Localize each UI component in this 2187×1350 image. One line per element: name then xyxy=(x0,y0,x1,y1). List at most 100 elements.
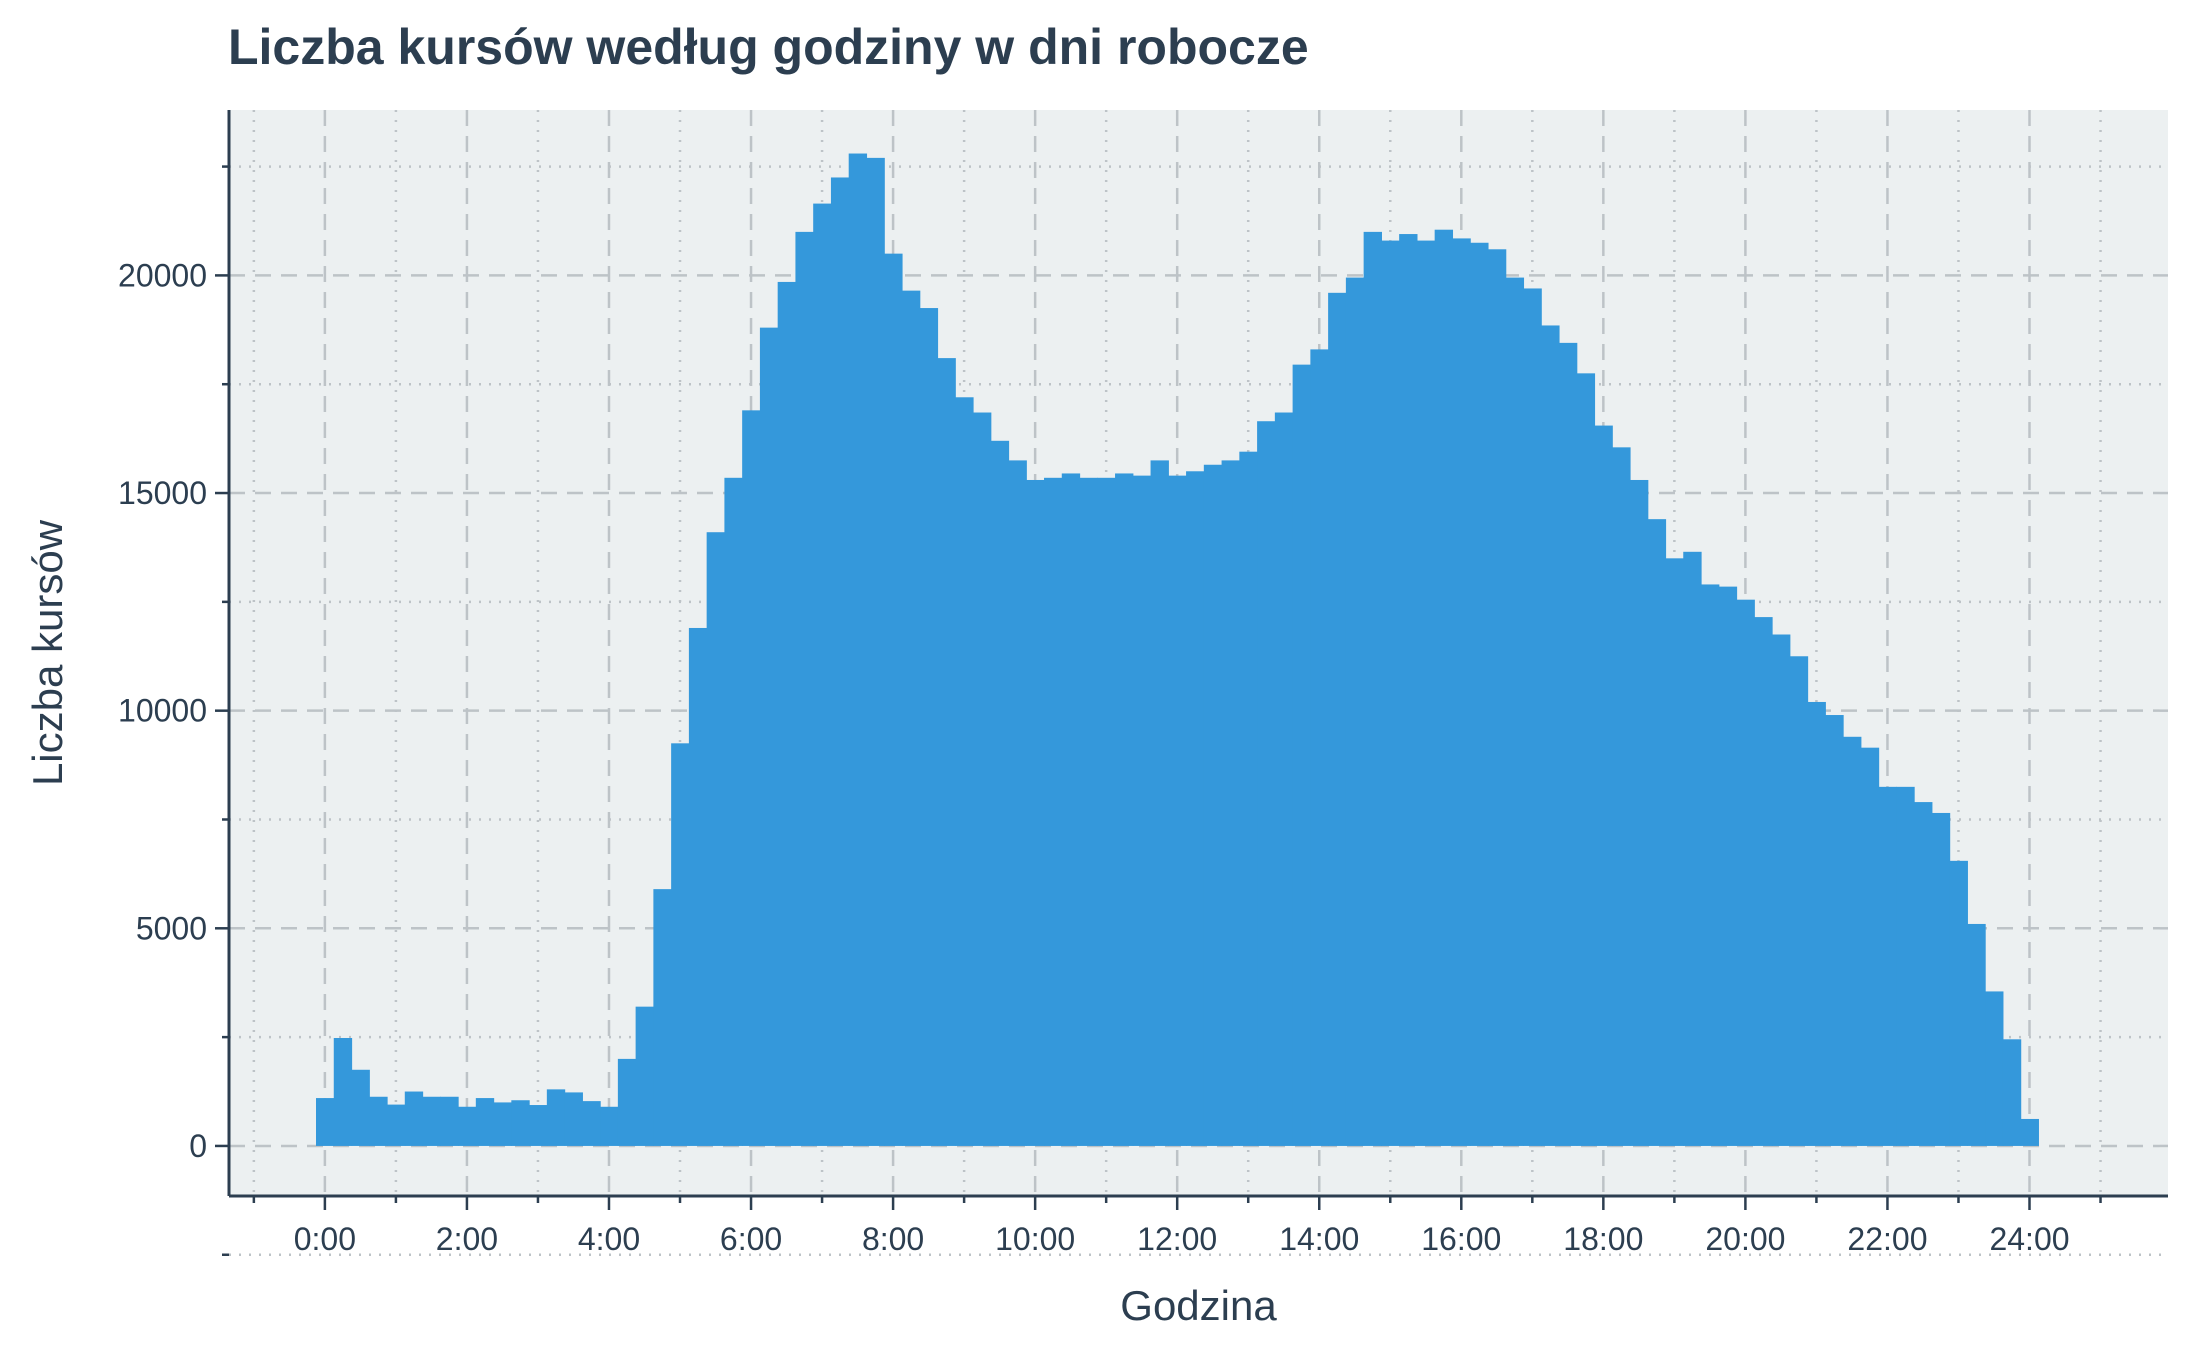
histogram-bar xyxy=(1328,292,1347,1146)
histogram-bar xyxy=(404,1091,424,1146)
histogram-bar xyxy=(1026,479,1045,1146)
histogram-bar xyxy=(316,1098,335,1146)
x-tick-label: 10:00 xyxy=(995,1221,1075,1257)
histogram-bar xyxy=(1505,277,1525,1146)
histogram-bar xyxy=(1736,599,1755,1146)
histogram-bar xyxy=(1132,475,1152,1146)
histogram-bar xyxy=(777,281,797,1146)
histogram-bar xyxy=(1150,460,1169,1146)
histogram-bar xyxy=(1878,786,1897,1146)
histogram-bar xyxy=(706,532,726,1146)
histogram-bar xyxy=(742,410,761,1146)
x-tick-label: 6:00 xyxy=(720,1221,782,1257)
histogram-bar xyxy=(1523,288,1542,1146)
x-tick-label: 14:00 xyxy=(1279,1221,1359,1257)
x-tick-label: 2:00 xyxy=(436,1221,498,1257)
x-tick-label: 20:00 xyxy=(1705,1221,1785,1257)
histogram-bar xyxy=(1292,364,1311,1146)
histogram-bar xyxy=(1647,519,1667,1146)
histogram-bar xyxy=(1363,231,1382,1146)
histogram-bar xyxy=(1985,991,2004,1146)
histogram-bar xyxy=(1399,234,1418,1146)
histogram-bar xyxy=(1683,551,1702,1146)
histogram-bar xyxy=(1381,240,1400,1146)
histogram-bar xyxy=(493,1102,512,1146)
histogram-bar xyxy=(564,1092,583,1146)
histogram-bar xyxy=(1931,812,1951,1146)
histogram-bar xyxy=(1239,451,1258,1146)
histogram-bar xyxy=(1115,473,1134,1146)
x-tick-label: 8:00 xyxy=(862,1221,924,1257)
histogram-bar xyxy=(884,253,903,1146)
histogram-bar xyxy=(351,1069,370,1146)
histogram-bar xyxy=(635,1006,654,1146)
histogram-bar xyxy=(1541,325,1560,1146)
histogram-bar xyxy=(1665,558,1684,1146)
histogram-bar xyxy=(1967,923,1986,1146)
histogram-bar xyxy=(422,1096,441,1146)
histogram-bar xyxy=(919,308,939,1146)
histogram-bar xyxy=(813,203,832,1146)
x-tick-label: 22:00 xyxy=(1847,1221,1927,1257)
histogram-bar xyxy=(546,1089,566,1146)
histogram-bar xyxy=(369,1096,388,1146)
histogram-bar xyxy=(1825,715,1844,1146)
histogram-bar xyxy=(1807,701,1826,1146)
histogram-bar xyxy=(955,397,974,1146)
histogram-bar xyxy=(1203,464,1223,1146)
histogram-bar xyxy=(1612,447,1631,1146)
histogram-bar xyxy=(617,1058,637,1146)
histogram-bar xyxy=(1629,479,1649,1146)
histogram-bar xyxy=(671,743,690,1146)
histogram-bar xyxy=(1896,786,1915,1146)
histogram-bar xyxy=(972,412,992,1146)
histogram-bar xyxy=(2002,1039,2022,1146)
x-tick-label: 0:00 xyxy=(294,1221,356,1257)
histogram-bar xyxy=(1487,249,1507,1146)
histogram-bar xyxy=(1914,802,1933,1146)
y-axis-title: Liczba kursów xyxy=(24,519,71,786)
y-tick-label: 5000 xyxy=(136,910,207,946)
histogram-bar xyxy=(1274,412,1294,1146)
x-axis-ticks: 0:00 2:00 4:00 6:00 8:00 10:00 12:00 14:00 16:00… xyxy=(252,1196,2102,1257)
histogram-bar xyxy=(1434,229,1454,1146)
histogram-bar xyxy=(759,327,779,1146)
x-tick-label: 16:00 xyxy=(1421,1221,1501,1257)
histogram-bar xyxy=(848,153,868,1146)
histogram-bar xyxy=(1097,477,1116,1146)
histogram-bar xyxy=(1079,477,1098,1146)
histogram-bar xyxy=(529,1105,548,1146)
histogram-bar xyxy=(1843,736,1862,1146)
histogram-bar xyxy=(511,1100,530,1146)
histogram-bar xyxy=(2020,1118,2039,1146)
histogram-bar xyxy=(724,477,743,1146)
histogram-bar xyxy=(1168,475,1187,1146)
histogram-bar xyxy=(600,1106,619,1146)
histogram-bar xyxy=(1186,471,1205,1146)
histogram-bar xyxy=(1949,860,1968,1146)
histogram-bar xyxy=(1221,460,1240,1146)
histogram-bar xyxy=(990,440,1010,1146)
histogram-bar xyxy=(1345,277,1365,1146)
histogram-bar xyxy=(830,177,850,1146)
histogram-bar xyxy=(1789,656,1809,1146)
histogram-bar xyxy=(1416,240,1436,1146)
histogram-bar xyxy=(582,1101,601,1146)
y-axis-ticks: 0 5000 10000 15000 20000 xyxy=(118,165,229,1257)
histogram-bar xyxy=(1594,425,1613,1146)
histogram-bar xyxy=(458,1106,477,1146)
x-tick-label: 12:00 xyxy=(1137,1221,1217,1257)
histogram-bar xyxy=(795,231,814,1146)
histogram-bar xyxy=(1310,349,1329,1146)
histogram-bar xyxy=(653,889,672,1146)
histogram-bar xyxy=(688,627,708,1146)
histogram-bar xyxy=(1257,421,1276,1146)
y-tick-label: 20000 xyxy=(118,257,207,293)
histogram-bar xyxy=(1860,747,1880,1146)
x-tick-label: 4:00 xyxy=(578,1221,640,1257)
axes xyxy=(227,110,2168,1198)
histogram-bar xyxy=(866,157,885,1146)
histogram-bar xyxy=(1044,477,1063,1146)
histogram-bar xyxy=(1772,634,1791,1146)
